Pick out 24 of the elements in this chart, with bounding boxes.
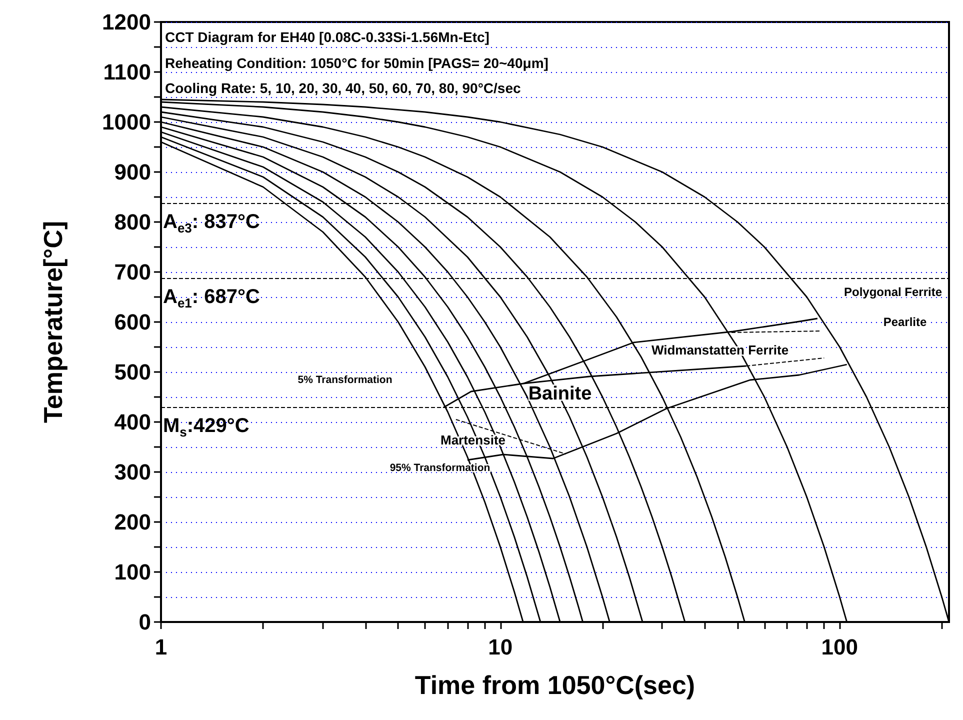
y-tick-label: 200 (114, 510, 151, 534)
y-tick-label: 1000 (102, 110, 151, 134)
x-axis-title: Time from 1050°C(sec) (414, 670, 696, 700)
y-axis-title: Temperature[°C] (38, 220, 68, 424)
x-tick-label: 100 (821, 634, 858, 660)
y-tick-label: 800 (114, 210, 151, 234)
y-tick-label: 1200 (102, 10, 151, 34)
annotation: CCT Diagram for EH40 [0.08C-0.33Si-1.56Mn-Etc] (165, 29, 490, 45)
x-tick-label: 1 (154, 634, 168, 660)
annotation: 5% Transformation (298, 374, 392, 386)
y-tick-label: 100 (114, 560, 151, 584)
y-tick-label: 1100 (103, 60, 151, 84)
annotation: Reheating Condition: 1050°C for 50min [PAGS= 20~40μm] (165, 55, 548, 71)
y-tick-label: 400 (114, 410, 151, 434)
annotation: Polygonal Ferrite (844, 285, 942, 299)
x-tick-label: 10 (488, 634, 513, 660)
y-tick-label: 300 (114, 460, 151, 484)
y-tick-label: 700 (114, 260, 151, 284)
y-tick-label: 600 (114, 310, 151, 334)
y-tick-label: 500 (114, 360, 151, 384)
annotation: Cooling Rate: 5, 10, 20, 30, 40, 50, 60, 70, 80, 90°C/sec (165, 80, 522, 96)
y-tick-label: 900 (114, 160, 151, 184)
y-tick-label: 0 (138, 610, 151, 634)
annotation: Pearlite (883, 315, 928, 329)
